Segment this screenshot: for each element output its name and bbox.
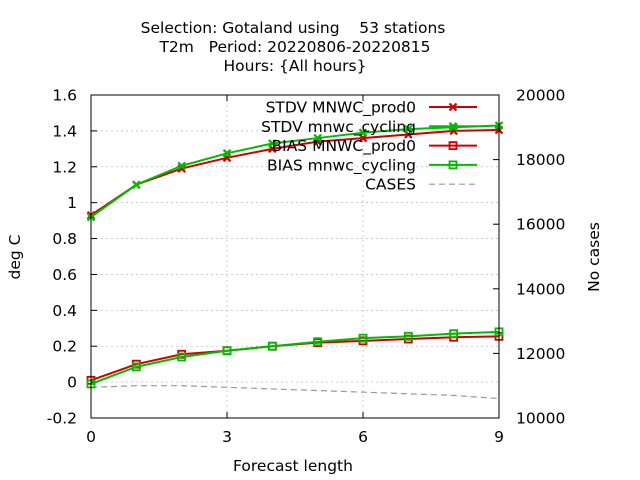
x-tick-label: 6: [358, 428, 368, 446]
y2-axis-label: No cases: [585, 222, 603, 292]
legend-sample-marker: [448, 102, 458, 112]
y-tick-label: 1: [67, 194, 77, 212]
y-tick-label: 0.4: [52, 302, 77, 320]
data-point-stdv-mnwc-cycling: [132, 180, 141, 189]
legend-entry-stdv-mnwc-prod0: STDV MNWC_prod0: [266, 99, 477, 118]
y2-tick-label: 18000: [516, 151, 565, 169]
title-line-1: Selection: Gotaland using 53 stations: [141, 19, 446, 37]
legend-entry-bias-mnwc-cycling: BIAS mnwc_cycling: [267, 156, 477, 175]
grid: [91, 95, 499, 418]
data-point-bias-mnwc-cycling: [449, 329, 459, 339]
legend-sample-marker: [448, 122, 458, 131]
legend-label: CASES: [365, 176, 416, 194]
y2-tick-label: 14000: [516, 280, 565, 298]
legend-label: BIAS mnwc_cycling: [267, 156, 416, 175]
y-tick-label: 0.2: [52, 338, 77, 356]
series-cases: [90, 385, 500, 400]
series-line-cases: [90, 385, 500, 400]
data-point-bias-mnwc-cycling: [313, 337, 323, 347]
legend-label: STDV MNWC_prod0: [266, 99, 416, 118]
y2-axis-ticks: 10000 12000 14000 16000 18000 20000: [493, 87, 565, 428]
legend-label: BIAS MNWC_prod0: [272, 137, 417, 156]
title-line-2: T2m Period: 20220806-20220815: [158, 38, 430, 56]
y-tick-label: 0.6: [52, 266, 77, 284]
series-line-stdv-mnwc-cycling: [90, 124, 500, 218]
x-axis-label: Forecast length: [233, 457, 353, 475]
data-point-stdv-mnwc-cycling: [222, 149, 232, 158]
legend-entry-stdv-mnwc-cycling: STDV mnwc_cycling: [261, 118, 477, 137]
y-axis-ticks: -0.2 0 0.2 0.4 0.6 0.8 1 1.2 1.4 1.6: [47, 87, 97, 428]
series-bias-mnwc-prod0: [86, 331, 504, 385]
x-tick-label: 3: [222, 428, 232, 446]
y2-tick-label: 16000: [516, 216, 565, 234]
y2-tick-label: 12000: [516, 345, 565, 363]
data-point-stdv-mnwc-cycling: [313, 133, 322, 143]
data-point-bias-mnwc-cycling: [177, 352, 187, 362]
data-point-stdv-mnwc-cycling: [404, 124, 413, 134]
data-point-stdv-mnwc-cycling: [358, 128, 368, 137]
data-point-bias-mnwc-cycling: [222, 346, 232, 356]
data-point-bias-mnwc-cycling: [131, 362, 141, 372]
x-tick-label: 0: [86, 428, 96, 446]
data-point-bias-mnwc-cycling: [267, 341, 277, 351]
y-tick-label: 1.6: [52, 87, 77, 105]
chart-title: Selection: Gotaland using 53 stations T2…: [141, 19, 446, 75]
data-point-bias-mnwc-cycling: [358, 333, 368, 343]
legend-entry-bias-mnwc-prod0: BIAS MNWC_prod0: [272, 137, 477, 156]
series-line-bias-mnwc-prod0: [90, 335, 500, 382]
series-layer: [86, 121, 504, 400]
series-bias-mnwc-cycling: [86, 327, 504, 389]
y-tick-label: 0: [67, 374, 77, 392]
plot-frame: [90, 94, 500, 419]
legend-sample-marker: [448, 141, 458, 151]
legend-label: STDV mnwc_cycling: [261, 118, 416, 137]
y-tick-label: 0.8: [52, 230, 77, 248]
data-point-stdv-mnwc-cycling: [177, 161, 186, 171]
x-tick-label: 9: [494, 428, 504, 446]
legend-entry-cases: CASES: [365, 176, 477, 194]
series-line-stdv-mnwc-prod0: [90, 128, 500, 217]
y-tick-label: -0.2: [47, 410, 77, 428]
title-line-3: Hours: {All hours}: [223, 57, 366, 75]
y-axis-label: deg C: [6, 235, 24, 280]
y2-tick-label: 20000: [516, 87, 565, 105]
y-tick-label: 1.4: [52, 122, 77, 140]
series-line-bias-mnwc-cycling: [90, 330, 500, 385]
data-point-bias-mnwc-cycling: [403, 331, 413, 341]
legend-sample-marker: [448, 160, 458, 170]
y2-tick-label: 10000: [516, 410, 565, 428]
y-tick-label: 1.2: [52, 158, 77, 176]
data-point-stdv-mnwc-cycling: [268, 139, 277, 148]
